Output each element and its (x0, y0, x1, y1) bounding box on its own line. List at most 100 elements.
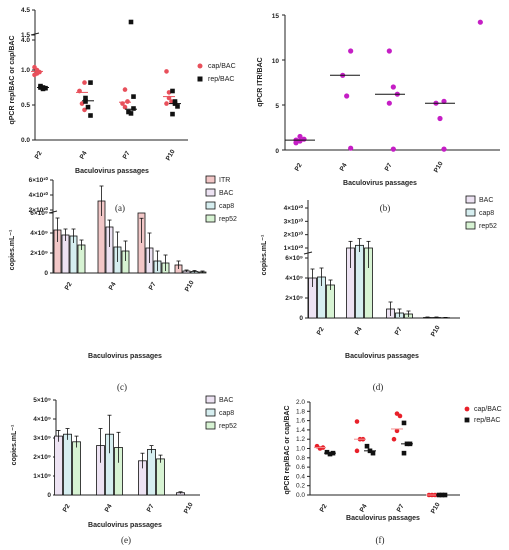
x-axis-label-c: Baculovirus passages (88, 353, 162, 360)
data-point-a (83, 95, 88, 101)
data-point-f (391, 436, 397, 442)
data-point-b (348, 48, 354, 54)
data-point-a (82, 80, 87, 85)
legend-label-a: rep/BAC (208, 76, 234, 83)
legend-label-d: rep52 (479, 223, 497, 230)
data-point-f (370, 450, 376, 456)
x-axis-label-e: Baculovirus passages (88, 522, 162, 529)
bar-e-BAC (54, 435, 63, 496)
x-tick-label-b: P7 (384, 162, 394, 173)
x-tick-label-a: P10 (165, 148, 177, 162)
data-point-b (344, 93, 350, 99)
y-tick-label-c: 0 (44, 270, 48, 277)
y-tick-label-c: 6×10¹⁰ (29, 176, 49, 184)
bar-e-cap8 (147, 448, 156, 496)
data-point-a (85, 104, 91, 110)
data-point-a (170, 111, 175, 117)
data-point-f (354, 419, 360, 424)
y-tick-label-e: 5×10⁹ (33, 397, 51, 404)
y-tick-label-e: 2×10⁹ (33, 454, 51, 461)
data-point-b (390, 84, 396, 90)
data-point-f (324, 449, 330, 455)
data-point-a (170, 88, 175, 94)
data-point-a (40, 86, 46, 92)
x-tick-label-b: P10 (433, 160, 445, 174)
y-tick-label-c: 4×10⁹ (30, 230, 48, 237)
y-tick-label-b: 0 (275, 148, 279, 155)
y-tick-label-c: 4×10¹⁰ (29, 191, 49, 199)
x-tick-label-f: P10 (430, 501, 442, 515)
data-point-legend-a (197, 76, 203, 82)
data-point-b (477, 19, 483, 25)
data-point-a (125, 99, 130, 104)
data-point-a (128, 111, 134, 116)
data-point-a (122, 87, 128, 92)
legend-label-f: rep/BAC (474, 417, 500, 424)
x-tick-label-d: P4 (354, 326, 364, 337)
data-point-a (164, 69, 169, 74)
legend-label-e: cap8 (219, 410, 234, 417)
data-point-a (79, 101, 85, 106)
x-tick-label-b: P4 (339, 162, 349, 173)
data-point-a (88, 80, 93, 85)
y-axis-label-b: qPCR ITR/BAC (257, 57, 264, 106)
data-point-b (348, 145, 354, 151)
y-axis-label-c: copies.mL⁻¹ (9, 229, 16, 270)
data-point-b (386, 100, 392, 106)
y-tick-label-a: 1.0 (21, 67, 30, 74)
x-tick-label-e: P10 (183, 501, 195, 515)
data-point-a (83, 99, 88, 104)
bar-e-rep52 (156, 458, 165, 496)
legend-swatch-c (205, 201, 216, 210)
legend-label-f: cap/BAC (474, 406, 502, 413)
y-axis-label-f: qPCR rep/BAC or cap/BAC (284, 405, 291, 494)
y-tick-label-d: 6×10⁹ (285, 255, 303, 262)
legend-swatch-d (465, 195, 476, 204)
legend-label-c: cap8 (219, 203, 234, 210)
x-tick-label-f: P7 (396, 503, 406, 514)
panel-caption-e: (e) (121, 535, 131, 545)
data-point-a (43, 85, 48, 91)
x-tick-label-a: P7 (122, 150, 132, 161)
data-point-a (175, 104, 180, 109)
y-axis-label-e: copies.mL⁻¹ (11, 424, 18, 465)
x-tick-label-e: P2 (62, 503, 72, 514)
data-point-b (437, 115, 443, 122)
y-tick-label-b: 10 (272, 58, 280, 65)
x-tick-label-d: P7 (394, 326, 404, 337)
x-tick-label-d: P10 (430, 324, 442, 338)
legend-label-c: BAC (219, 190, 233, 197)
y-axis-label-a: qPCR rep/BAC or cap/BAC (9, 35, 16, 124)
x-tick-label-d: P2 (316, 326, 326, 337)
y-tick-label-b: 15 (272, 13, 280, 20)
y-tick-label-e: 4×10⁹ (33, 416, 51, 423)
y-tick-label-d: 2×10¹⁰ (284, 231, 304, 239)
data-point-b (297, 138, 303, 144)
legend-swatch-e (205, 421, 216, 430)
data-point-f (401, 420, 407, 426)
y-tick-label-f: 1.4 (296, 427, 305, 434)
y-axis-label-d: copies.mL⁻¹ (261, 234, 268, 275)
x-tick-label-c: P4 (108, 281, 118, 292)
y-tick-label-f: 0.0 (296, 492, 305, 499)
y-tick-label-c: 2×10¹⁰ (29, 206, 49, 214)
y-tick-label-d: 2×10⁹ (285, 295, 303, 302)
y-tick-label-a: 4.0 (21, 37, 30, 44)
panel-caption-d: (d) (373, 382, 384, 392)
x-tick-label-f: P2 (319, 503, 329, 514)
panel-caption-f: (f) (376, 535, 385, 545)
legend-swatch-e (205, 395, 216, 404)
x-tick-label-c: P10 (184, 279, 196, 293)
data-point-a (128, 19, 134, 25)
x-tick-label-b: P2 (294, 162, 304, 173)
y-tick-label-c: 6×10⁹ (30, 210, 48, 217)
data-point-f (354, 448, 360, 454)
y-tick-label-e: 0 (47, 492, 51, 499)
bar-d-cap8 (355, 244, 364, 319)
data-point-a (34, 71, 40, 76)
x-tick-label-f: P4 (359, 503, 369, 514)
legend-swatch-c (205, 188, 216, 197)
data-point-f (327, 451, 333, 457)
data-point-f (397, 413, 403, 419)
